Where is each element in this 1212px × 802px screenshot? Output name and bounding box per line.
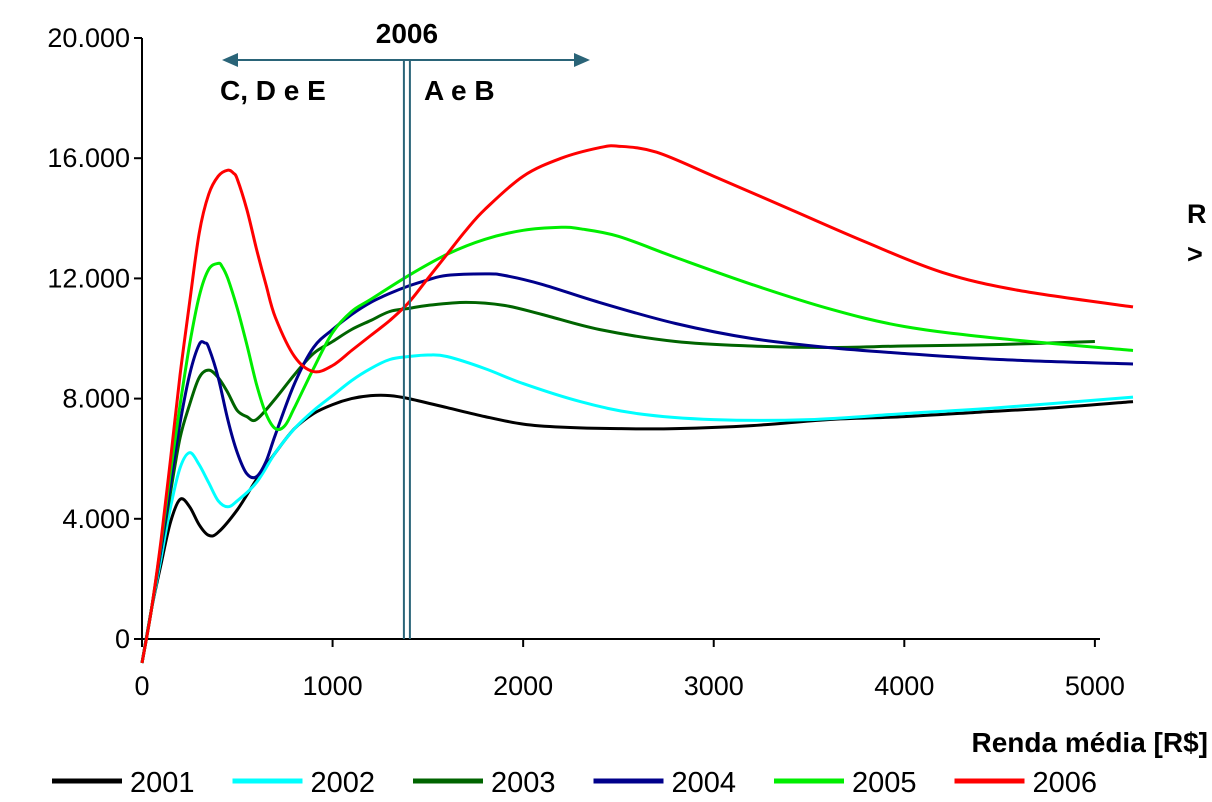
x-tick-label: 4000 <box>874 671 934 701</box>
series-line-2003 <box>140 300 1095 664</box>
legend-label-2004: 2004 <box>672 767 737 799</box>
series-layer <box>140 144 1134 664</box>
annotations: 2006 C, D e E A e B R > <box>220 18 1207 639</box>
arrow-left-icon <box>222 53 238 67</box>
cut-edge-label: > <box>1187 239 1203 269</box>
series-line-2006 <box>140 144 1134 664</box>
x-tick-label: 2000 <box>493 671 553 701</box>
x-tick-label: 3000 <box>684 671 744 701</box>
legend-label-2003: 2003 <box>491 767 556 799</box>
axes: 0 4.000 8.000 12.000 16.000 20.000 0 1000 2000 30… <box>47 23 1125 701</box>
series-line-2004 <box>140 272 1134 664</box>
y-tick-label: 20.000 <box>47 23 130 53</box>
x-tick-label: 5000 <box>1065 671 1125 701</box>
legend-label-2006: 2006 <box>1033 767 1098 799</box>
y-tick-label: 12.000 <box>47 263 130 293</box>
y-tick-label: 0 <box>115 624 130 654</box>
y-tick-label: 8.000 <box>62 384 130 414</box>
annotation-right-class: A e B <box>424 75 495 106</box>
x-axis-label: Renda média [R$] <box>972 727 1209 758</box>
x-tick-label: 0 <box>134 671 149 701</box>
legend: 2001 2002 2003 2004 2005 2006 <box>52 767 1097 799</box>
annotation-year: 2006 <box>376 18 438 49</box>
y-tick-label: 4.000 <box>62 504 130 534</box>
series-line-2001 <box>140 393 1134 664</box>
legend-label-2001: 2001 <box>130 767 195 799</box>
x-tick-label: 1000 <box>303 671 363 701</box>
annotation-left-class: C, D e E <box>220 75 326 106</box>
series-line-2005 <box>140 225 1134 664</box>
arrow-right-icon <box>574 53 590 67</box>
y-tick-label: 16.000 <box>47 143 130 173</box>
cut-edge-label: R <box>1187 199 1207 229</box>
legend-label-2005: 2005 <box>852 767 917 799</box>
series-line-2002 <box>140 353 1134 664</box>
legend-label-2002: 2002 <box>311 767 376 799</box>
